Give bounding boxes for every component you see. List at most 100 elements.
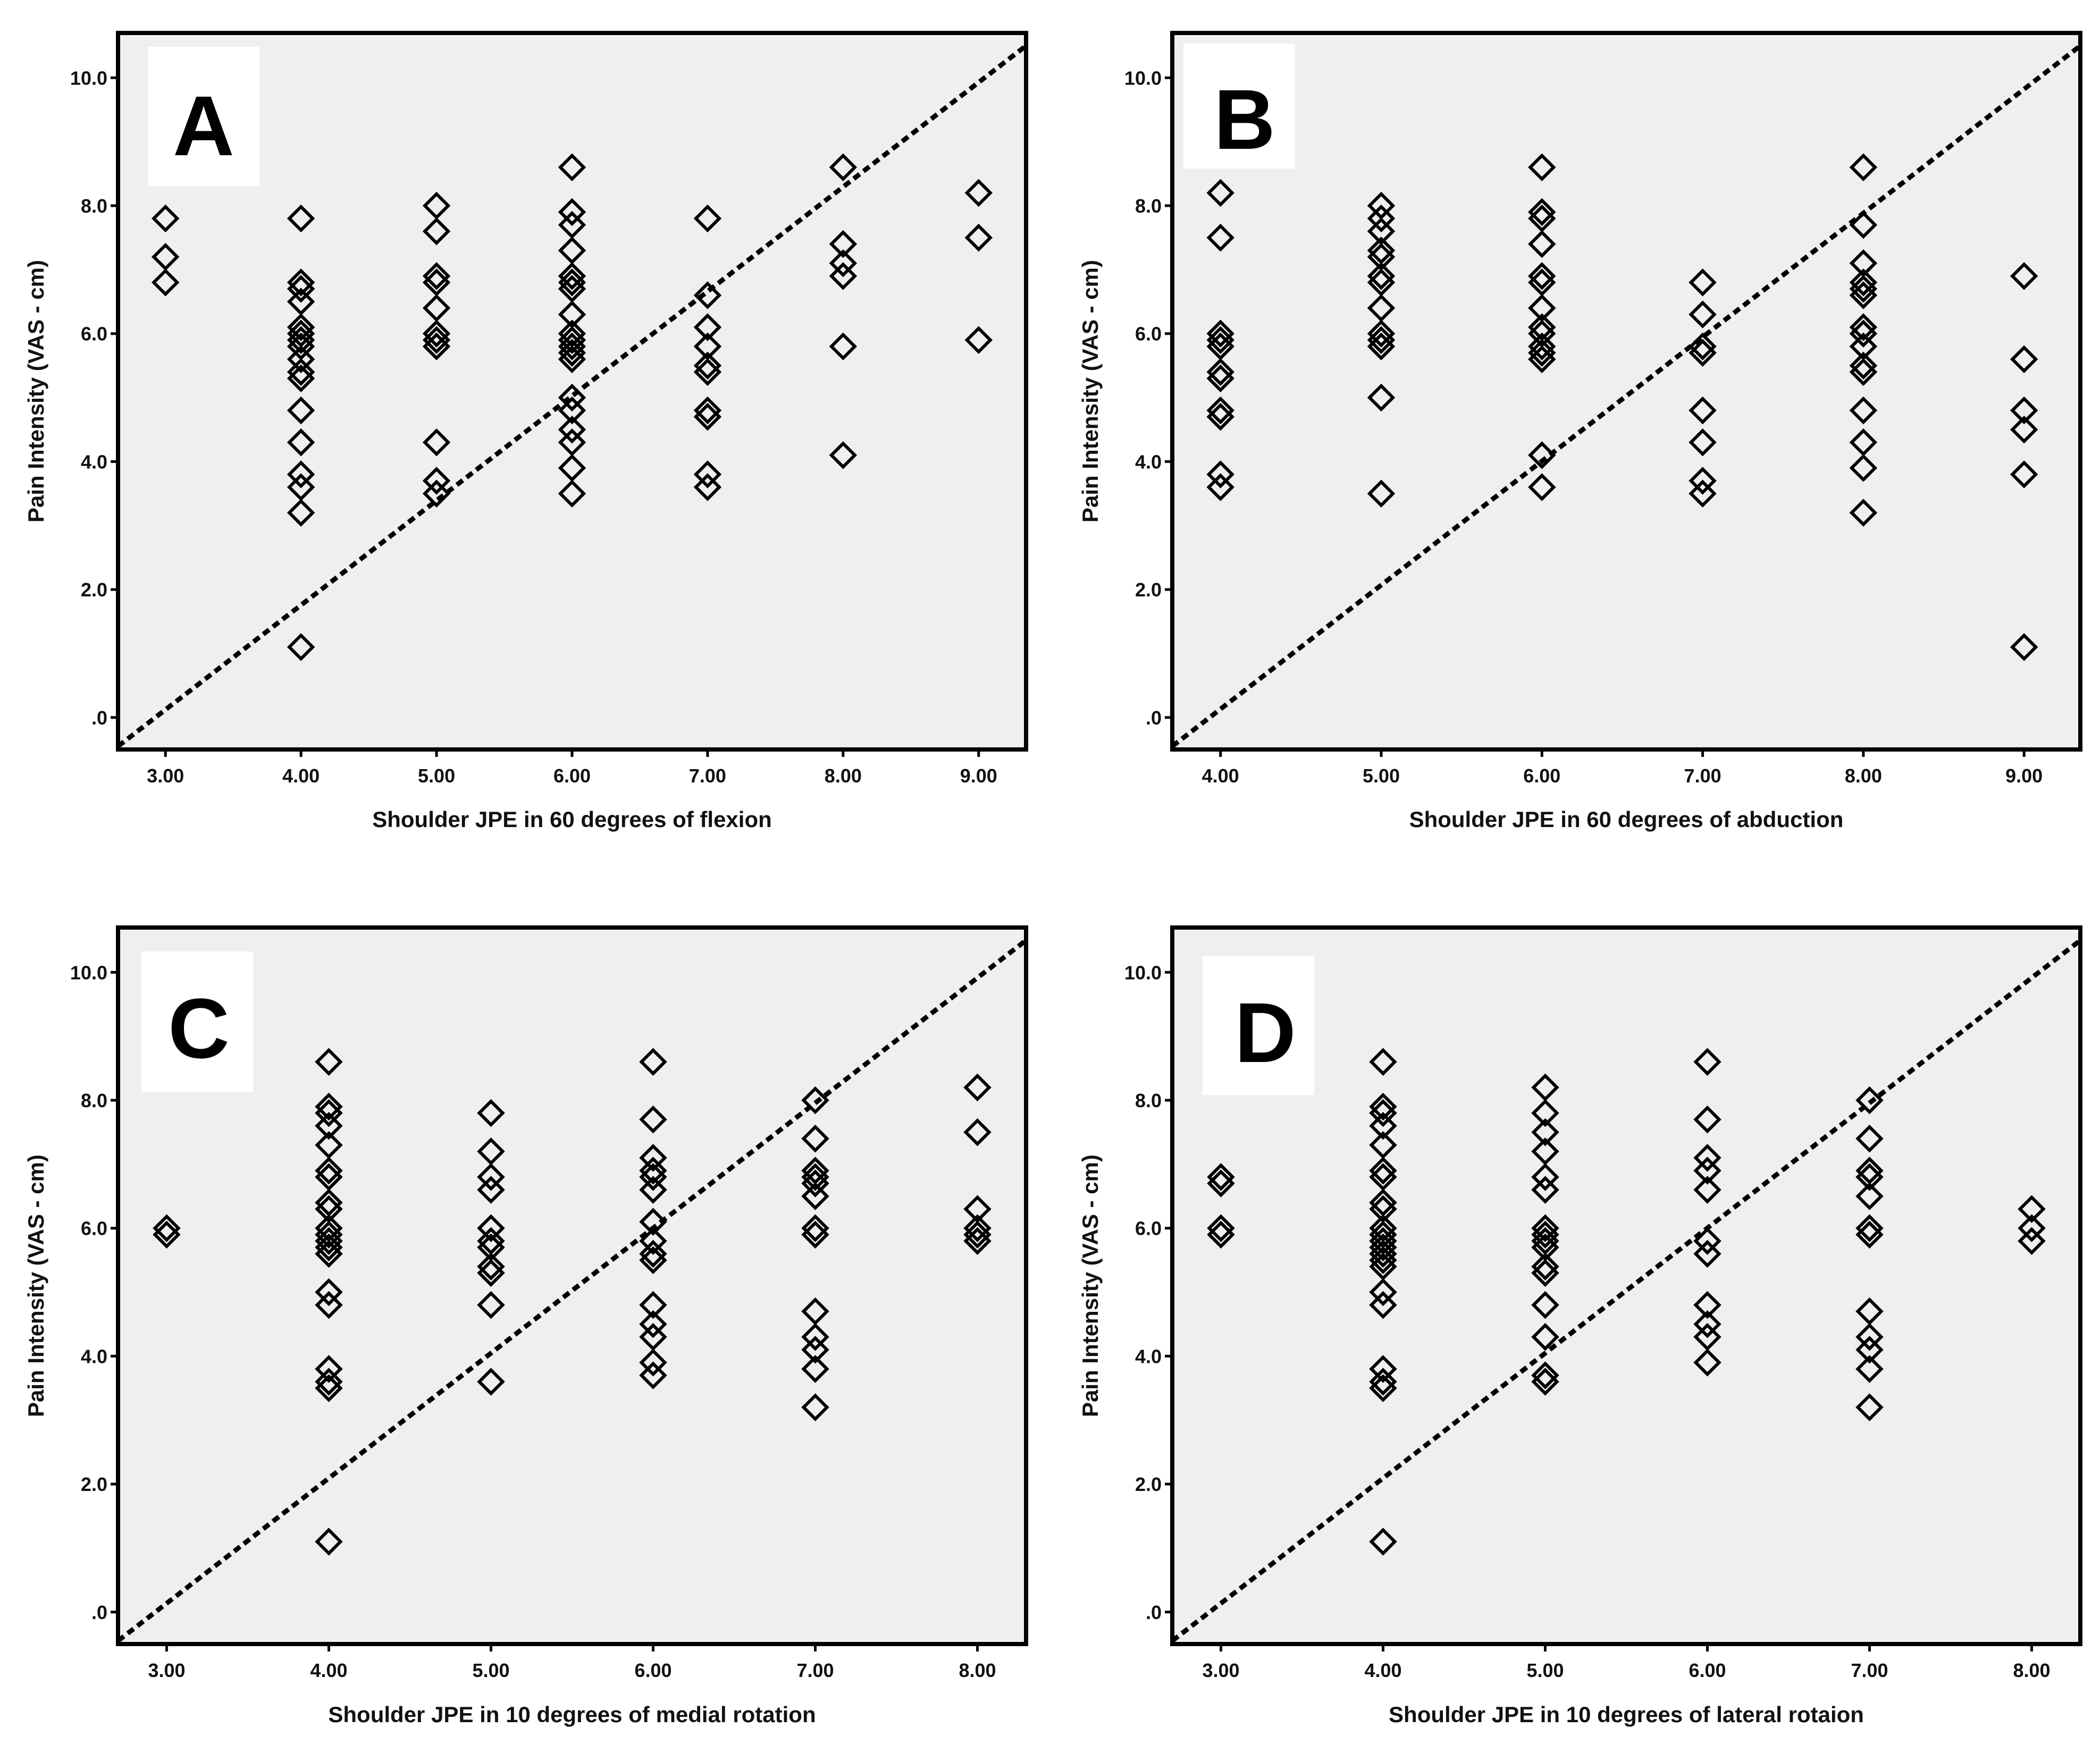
panel-label-b: B (1214, 72, 1275, 167)
data-point-d-9 (1369, 1157, 1397, 1185)
data-point-d-0 (1207, 1163, 1235, 1191)
data-point-d-57 (1855, 1182, 1884, 1210)
data-point-a-42 (558, 339, 586, 367)
data-point-c-0 (153, 1214, 181, 1242)
data-point-c-20 (315, 1374, 343, 1402)
data-point-a-19 (287, 633, 315, 661)
x-tick-label-d-4: 7.00 (1851, 1659, 1888, 1681)
data-point-d-25 (1369, 1528, 1397, 1556)
y-axis-title-d: Pain Intensity (VAS - cm) (1078, 1154, 1103, 1417)
data-point-a-2 (151, 268, 180, 297)
data-point-c-62 (963, 1118, 992, 1147)
data-point-d-4 (1369, 1048, 1397, 1076)
data-point-c-52 (801, 1169, 829, 1198)
x-tick-label-d-5: 8.00 (2013, 1659, 2050, 1681)
data-point-d-3 (1207, 1220, 1235, 1249)
y-tick-label-b-3: 6.0 (1135, 323, 1162, 345)
data-point-d-27 (1531, 1099, 1559, 1127)
reference-line-d (1172, 938, 2080, 1643)
x-tick-label-d-0: 3.00 (1202, 1659, 1239, 1681)
data-point-b-38 (1689, 268, 1717, 297)
y-tick-label-c-1: 2.0 (81, 1473, 107, 1495)
data-point-c-37 (639, 1163, 667, 1191)
data-point-b-37 (1528, 473, 1556, 501)
data-point-b-43 (1689, 428, 1717, 457)
data-point-a-11 (287, 345, 315, 374)
x-tick-label-c-3: 6.00 (634, 1659, 671, 1681)
data-point-b-59 (1849, 454, 1878, 482)
data-point-b-24 (1528, 153, 1556, 181)
x-tick-label-b-5: 9.00 (2005, 765, 2043, 787)
data-point-c-61 (963, 1073, 992, 1102)
data-point-a-3 (287, 204, 315, 233)
data-point-c-25 (477, 1176, 505, 1204)
data-point-b-40 (1689, 332, 1717, 360)
data-point-b-50 (1849, 275, 1878, 303)
y-tick-label-b-4: 8.0 (1135, 195, 1162, 217)
data-point-b-3 (1206, 326, 1234, 354)
data-point-d-67 (2018, 1227, 2046, 1255)
data-point-a-4 (287, 268, 315, 297)
data-point-a-56 (693, 396, 722, 425)
data-point-a-32 (558, 198, 586, 226)
data-point-d-49 (1693, 1291, 1721, 1319)
x-tick-label-b-0: 4.00 (1202, 765, 1239, 787)
data-point-d-38 (1531, 1291, 1559, 1319)
plot-frame-d (1170, 925, 2082, 1646)
data-point-d-16 (1369, 1233, 1397, 1262)
data-point-d-56 (1855, 1163, 1884, 1191)
reference-line-b (1172, 44, 2080, 748)
data-point-a-63 (829, 262, 858, 290)
x-tick-label-a-0: 3.00 (147, 765, 184, 787)
data-point-d-66 (2018, 1214, 2046, 1242)
data-point-b-5 (1206, 358, 1234, 386)
data-point-c-12 (315, 1220, 343, 1249)
data-point-c-60 (801, 1393, 829, 1421)
data-point-b-10 (1206, 473, 1234, 501)
data-point-a-54 (693, 351, 722, 380)
data-point-a-16 (287, 460, 315, 488)
data-point-a-58 (693, 460, 722, 488)
y-tick-label-a-5: 10.0 (70, 67, 107, 89)
data-point-c-5 (315, 1111, 343, 1140)
y-axis-title-b: Pain Intensity (VAS - cm) (1078, 260, 1103, 522)
data-point-d-53 (1855, 1086, 1884, 1115)
data-point-d-30 (1531, 1163, 1559, 1191)
data-point-b-28 (1528, 262, 1556, 290)
y-tick-label-a-0: .0 (91, 707, 107, 729)
data-point-b-33 (1528, 332, 1556, 360)
plot-frame-c (116, 925, 1028, 1646)
data-point-d-21 (1369, 1291, 1397, 1319)
data-point-c-31 (477, 1291, 505, 1319)
data-point-b-41 (1689, 339, 1717, 367)
y-tick-label-d-4: 8.0 (1135, 1090, 1162, 1111)
reference-line-a (118, 44, 1026, 748)
data-point-a-5 (287, 275, 315, 303)
y-tick-label-b-0: .0 (1146, 707, 1162, 729)
data-point-c-7 (315, 1157, 343, 1185)
panel-label-d: D (1234, 985, 1296, 1080)
data-point-a-44 (558, 383, 586, 412)
data-point-c-48 (801, 1086, 829, 1115)
data-point-d-40 (1531, 1361, 1559, 1389)
data-point-a-52 (693, 313, 722, 341)
data-point-c-43 (639, 1291, 667, 1319)
data-point-b-64 (2010, 415, 2038, 444)
y-tick-label-c-5: 10.0 (70, 962, 107, 983)
data-point-b-52 (1849, 313, 1878, 341)
data-point-d-44 (1693, 1144, 1721, 1172)
data-point-d-33 (1531, 1220, 1559, 1249)
data-point-a-36 (558, 268, 586, 297)
x-tick-label-a-1: 4.00 (282, 765, 320, 787)
y-tick-label-a-2: 4.0 (81, 451, 107, 473)
data-point-a-40 (558, 326, 586, 354)
data-point-d-61 (1855, 1323, 1884, 1351)
data-point-d-62 (1855, 1336, 1884, 1364)
data-point-a-64 (829, 332, 858, 360)
data-point-c-40 (639, 1227, 667, 1255)
data-point-c-14 (315, 1233, 343, 1262)
data-point-b-42 (1689, 396, 1717, 425)
data-point-d-42 (1693, 1048, 1721, 1076)
data-point-c-44 (639, 1310, 667, 1338)
data-point-b-56 (1849, 358, 1878, 386)
